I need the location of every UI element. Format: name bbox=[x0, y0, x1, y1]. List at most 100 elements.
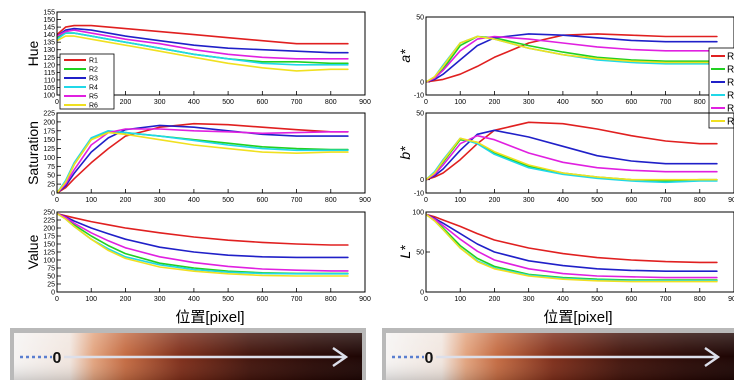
y-tick-label: 125 bbox=[43, 146, 55, 153]
x-tick-label: 0 bbox=[424, 99, 428, 106]
y-tick-label: 130 bbox=[43, 47, 55, 54]
legend: R1 R2 R3 R4 R5 R6 bbox=[59, 53, 115, 110]
series-line-r1 bbox=[57, 122, 349, 193]
x-axis-label-left: 位置[pixel] bbox=[175, 309, 244, 326]
x-tick-label: 100 bbox=[454, 296, 466, 303]
legend-label-r2: R2 bbox=[89, 67, 98, 74]
x-tick-label: 300 bbox=[154, 99, 166, 106]
legend-label-r4: R4 bbox=[89, 85, 98, 92]
series-line-r5 bbox=[426, 134, 718, 181]
y-tick-label: 0 bbox=[420, 80, 424, 87]
y-tick-label: -10 bbox=[414, 93, 424, 100]
x-tick-label: 700 bbox=[291, 197, 303, 204]
legend-box bbox=[59, 53, 115, 110]
x-tick-label: 700 bbox=[660, 296, 672, 303]
x-tick-label: 200 bbox=[120, 296, 132, 303]
y-tick-label: 150 bbox=[43, 242, 55, 249]
x-tick-label: 100 bbox=[454, 197, 466, 204]
x-tick-label: 500 bbox=[591, 99, 603, 106]
plot-frame bbox=[56, 11, 366, 96]
y-tick-label: 225 bbox=[43, 111, 55, 118]
x-tick-label: 200 bbox=[120, 197, 132, 204]
series-line-r3 bbox=[426, 129, 718, 181]
x-tick-label: 300 bbox=[154, 296, 166, 303]
y-tick-label: 110 bbox=[44, 77, 55, 84]
series-line-r4 bbox=[426, 137, 718, 184]
y-tick-label: 145 bbox=[43, 25, 55, 32]
y-tick-label: 125 bbox=[43, 250, 55, 257]
y-axis-label: b* bbox=[397, 146, 413, 160]
x-tick-label: 800 bbox=[694, 296, 706, 303]
x-axis-label-right: 位置[pixel] bbox=[543, 309, 612, 326]
series-group bbox=[57, 24, 349, 72]
y-tick-label: 115 bbox=[44, 70, 55, 77]
x-tick-label: 200 bbox=[489, 296, 501, 303]
y-tick-label: 100 bbox=[43, 258, 55, 265]
x-tick-label: 600 bbox=[625, 197, 637, 204]
sample-image-strip-right: 0 bbox=[382, 328, 734, 380]
series-line-r3 bbox=[57, 212, 349, 259]
y-axis-label: L* bbox=[397, 245, 413, 259]
plot-frame bbox=[425, 211, 734, 293]
x-tick-label: 0 bbox=[424, 296, 428, 303]
x-tick-label: 0 bbox=[424, 197, 428, 204]
x-tick-label: 600 bbox=[256, 197, 268, 204]
y-tick-label: 50 bbox=[416, 15, 424, 22]
series-line-r3 bbox=[57, 124, 349, 193]
series-line-r5 bbox=[57, 29, 349, 60]
x-tick-label: 500 bbox=[222, 296, 234, 303]
x-tick-label: 300 bbox=[154, 197, 166, 204]
x-tick-label: 800 bbox=[325, 197, 337, 204]
legend-label-r3: R3 bbox=[89, 76, 98, 83]
series-line-r6 bbox=[426, 137, 718, 181]
y-tick-label: 25 bbox=[47, 182, 55, 189]
y-axis-label: Saturation bbox=[25, 121, 41, 185]
series-line-r3 bbox=[57, 27, 349, 54]
y-tick-label: 200 bbox=[43, 119, 55, 126]
x-tick-label: 400 bbox=[188, 197, 200, 204]
x-tick-label: 700 bbox=[660, 197, 672, 204]
y-axis-label: Value bbox=[25, 234, 41, 269]
x-tick-label: 200 bbox=[489, 99, 501, 106]
y-tick-label: 100 bbox=[43, 155, 55, 162]
y-tick-label: 75 bbox=[47, 266, 55, 273]
series-line-r3 bbox=[426, 33, 718, 83]
series-line-r6 bbox=[57, 35, 349, 72]
series-line-r5 bbox=[426, 213, 718, 279]
x-tick-label: 800 bbox=[325, 99, 337, 106]
x-tick-label: 100 bbox=[85, 197, 97, 204]
legend-label-r3: R3 bbox=[727, 78, 734, 89]
series-line-r1 bbox=[57, 212, 349, 246]
y-tick-label: 100 bbox=[43, 93, 55, 100]
series-line-r2 bbox=[426, 35, 718, 83]
x-tick-label: 600 bbox=[625, 296, 637, 303]
y-tick-label: 175 bbox=[43, 234, 55, 241]
strip-arrow-head bbox=[704, 347, 721, 367]
series-line-r1 bbox=[426, 33, 718, 83]
y-tick-label: 50 bbox=[47, 274, 55, 281]
x-tick-label: 500 bbox=[222, 197, 234, 204]
x-tick-label: 700 bbox=[660, 99, 672, 106]
series-line-r6 bbox=[426, 213, 718, 283]
series-line-r4 bbox=[57, 32, 349, 66]
chart-l_star: 0 100 200 300 400 500 600 700 800 900 0 50 100 L* bbox=[397, 210, 734, 303]
x-tick-label: 400 bbox=[557, 197, 569, 204]
plot-frame bbox=[425, 112, 734, 194]
x-tick-label: 100 bbox=[85, 296, 97, 303]
series-line-r1 bbox=[426, 213, 718, 264]
y-tick-label: 0 bbox=[420, 290, 424, 297]
x-tick-label: 200 bbox=[489, 197, 501, 204]
series-line-r6 bbox=[426, 35, 718, 83]
y-tick-label: 150 bbox=[43, 17, 55, 24]
y-tick-label: 25 bbox=[47, 282, 55, 289]
x-tick-label: 900 bbox=[359, 296, 371, 303]
legend-label-r2: R2 bbox=[727, 65, 734, 76]
y-tick-label: 140 bbox=[43, 32, 55, 39]
y-tick-label: 125 bbox=[43, 55, 55, 62]
series-line-r4 bbox=[57, 130, 349, 193]
series-group bbox=[426, 33, 718, 83]
series-line-r6 bbox=[57, 212, 349, 277]
series-line-r1 bbox=[57, 24, 349, 45]
plot-frame bbox=[56, 211, 366, 293]
